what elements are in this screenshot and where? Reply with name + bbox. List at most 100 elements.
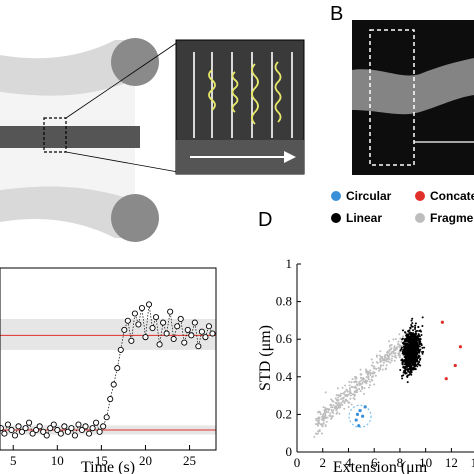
fragment-point	[340, 392, 343, 395]
dna-molecules	[208, 61, 282, 125]
fragment-point	[358, 380, 361, 383]
fragment-point	[330, 398, 333, 401]
fragment-point	[339, 394, 342, 397]
linear-point	[411, 355, 414, 358]
fragment-point	[397, 340, 400, 343]
fragment-point	[347, 405, 350, 408]
x-tick-label: 25	[183, 453, 196, 468]
linear-point	[412, 339, 415, 342]
circular-point	[357, 424, 361, 428]
panel-b-letter: B	[330, 3, 343, 25]
fragment-point	[344, 384, 347, 387]
fragment-point	[373, 365, 376, 368]
fragment-point	[327, 408, 330, 411]
fragment-point	[343, 402, 346, 405]
fragment-point	[381, 355, 384, 358]
x-tick-label: 10	[419, 455, 432, 470]
fragment-point	[327, 411, 330, 414]
linear-point	[406, 381, 409, 384]
fragment-point	[370, 364, 373, 367]
trace-point	[135, 321, 142, 328]
fragment-point	[321, 423, 324, 426]
fragment-point	[319, 413, 322, 416]
trace-point	[117, 346, 124, 353]
linear-point	[408, 363, 411, 366]
fragment-point	[390, 343, 393, 346]
linear-point	[409, 327, 412, 330]
trace-point	[93, 419, 100, 426]
fragment-point	[337, 398, 340, 401]
linear-point	[418, 355, 421, 358]
trace-point	[198, 328, 205, 335]
fragment-point	[342, 396, 345, 399]
trace-point	[205, 323, 212, 330]
linear-point	[409, 351, 412, 354]
fragment-point	[314, 432, 317, 435]
x-tick-label: 20	[139, 453, 152, 468]
circular-point	[361, 414, 365, 418]
trace-point	[22, 425, 29, 432]
trace-point	[4, 421, 11, 428]
fragment-point	[394, 352, 397, 355]
trace-point	[100, 423, 107, 430]
upper-post	[111, 38, 159, 86]
linear-point	[405, 364, 408, 367]
fragment-point	[384, 368, 387, 371]
linear-point	[410, 325, 413, 328]
linear-point	[415, 340, 418, 343]
x-tick-label: 15	[95, 453, 108, 468]
fragment-point	[399, 337, 402, 340]
legend-marker	[331, 213, 341, 223]
fragment-point	[336, 396, 339, 399]
linear-point	[412, 348, 415, 351]
trace-point	[142, 334, 149, 341]
linear-point	[402, 329, 405, 332]
linear-point	[403, 367, 406, 370]
fragment-point	[363, 387, 366, 390]
fragment-point	[379, 368, 382, 371]
fragment-point	[324, 391, 327, 394]
fragment-point	[317, 430, 320, 433]
fragment-point	[338, 404, 341, 407]
linear-point	[417, 333, 420, 336]
trace-point	[26, 419, 33, 426]
panel-d-letter: D	[258, 209, 272, 231]
fragment-point	[350, 403, 353, 406]
fragment-point	[331, 399, 334, 402]
linear-point	[415, 345, 418, 348]
y-tick-label: 0.2	[276, 406, 292, 421]
fragment-point	[372, 372, 375, 375]
linear-point	[403, 346, 406, 349]
linear-point	[420, 343, 423, 346]
linear-point	[404, 343, 407, 346]
trace-point	[181, 339, 188, 346]
fragment-point	[334, 401, 337, 404]
linear-point	[414, 322, 417, 325]
fragment-point	[388, 358, 391, 361]
trace-point	[71, 432, 78, 439]
fragment-point	[318, 428, 321, 431]
linear-point	[407, 340, 410, 343]
linear-point	[407, 338, 410, 341]
panel-a-schematic	[0, 38, 305, 242]
linear-point	[413, 364, 416, 367]
linear-point	[411, 322, 414, 325]
fragment-point	[348, 390, 351, 393]
fragment-point	[374, 367, 377, 370]
linear-point	[410, 345, 413, 348]
trace-point	[96, 428, 103, 435]
trace-point	[75, 421, 82, 428]
y-tick-label: 0.8	[276, 294, 292, 309]
fragment-point	[367, 378, 370, 381]
fragment-point	[361, 382, 364, 385]
fragment-point	[349, 387, 352, 390]
fragment-point	[341, 386, 344, 389]
fragment-point	[383, 359, 386, 362]
fragment-point	[331, 410, 334, 413]
legend-marker	[415, 191, 425, 201]
fragment-point	[366, 372, 369, 375]
trace-point	[188, 332, 195, 339]
linear-point	[411, 360, 414, 363]
fragment-point	[351, 378, 354, 381]
fragment-point	[353, 381, 356, 384]
